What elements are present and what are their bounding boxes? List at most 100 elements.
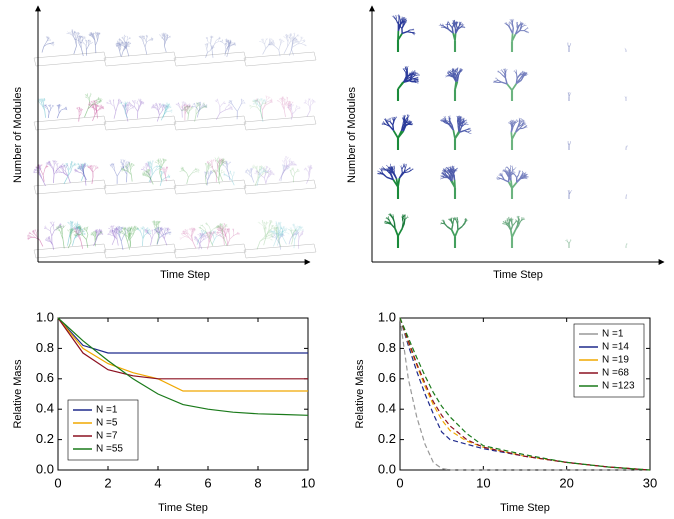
- branch: [95, 46, 96, 54]
- branch: [126, 111, 127, 115]
- branch: [138, 104, 139, 107]
- branch: [198, 172, 199, 173]
- branch: [164, 167, 165, 168]
- branch: [121, 51, 123, 57]
- tree: [160, 32, 171, 52]
- tree: [38, 98, 46, 118]
- ground-plane: [174, 180, 246, 194]
- branch: [76, 37, 77, 41]
- branch: [50, 44, 52, 45]
- branch: [143, 42, 145, 47]
- tree: [66, 29, 79, 54]
- branch: [183, 103, 184, 105]
- branch: [281, 42, 283, 43]
- branch: [135, 107, 138, 111]
- branch: [228, 163, 229, 164]
- branch: [207, 51, 210, 53]
- branch: [92, 115, 94, 121]
- branch: [41, 171, 43, 175]
- branch: [51, 107, 52, 109]
- branch: [264, 178, 266, 184]
- tree: [76, 107, 82, 122]
- branch: [219, 173, 222, 181]
- branch: [121, 166, 122, 167]
- branch: [120, 42, 121, 43]
- tree: [266, 170, 274, 183]
- branch: [166, 170, 167, 172]
- branch: [234, 45, 235, 46]
- tree: [222, 161, 231, 181]
- branch: [262, 105, 265, 110]
- branch: [81, 49, 83, 56]
- branch: [71, 167, 72, 171]
- branch: [84, 37, 85, 39]
- branch: [68, 237, 70, 246]
- branch: [120, 47, 121, 51]
- branch: [254, 173, 255, 174]
- branch: [301, 42, 303, 44]
- branch: [166, 103, 167, 104]
- branch: [144, 36, 145, 37]
- tree: [249, 99, 266, 119]
- branch: [159, 111, 162, 115]
- branch: [206, 177, 208, 180]
- branch: [98, 37, 99, 41]
- tree: [223, 171, 234, 186]
- branch: [288, 38, 289, 41]
- branch: [145, 47, 147, 54]
- branch: [116, 107, 117, 112]
- tree: [42, 36, 54, 52]
- tree: [116, 35, 131, 57]
- branch: [120, 169, 122, 172]
- branch: [310, 100, 311, 103]
- branch: [86, 240, 87, 248]
- branch: [120, 51, 121, 56]
- branch: [97, 111, 98, 118]
- branch: [302, 44, 304, 45]
- branch: [49, 110, 51, 113]
- branch: [309, 172, 310, 177]
- ground-plane: [244, 116, 316, 130]
- branch: [152, 162, 153, 165]
- branch: [275, 47, 278, 50]
- branch: [64, 176, 68, 184]
- branch: [225, 45, 226, 49]
- branch: [59, 110, 61, 113]
- tree: [290, 167, 300, 182]
- branch: [294, 171, 295, 174]
- tree: [106, 99, 122, 119]
- branch: [267, 96, 268, 98]
- branch: [222, 164, 225, 165]
- branch: [95, 34, 96, 37]
- branch: [198, 171, 199, 172]
- branch: [205, 177, 206, 185]
- branch: [127, 49, 129, 56]
- branch: [68, 168, 70, 171]
- branch: [284, 37, 286, 38]
- branch: [152, 167, 154, 169]
- tree: [122, 104, 133, 121]
- branch: [122, 171, 123, 172]
- branch: [122, 104, 123, 106]
- branch: [165, 168, 166, 170]
- tree: [89, 32, 101, 54]
- branch: [115, 171, 117, 176]
- tree: [304, 98, 316, 117]
- branch: [270, 38, 271, 39]
- branch: [182, 102, 183, 103]
- branch: [124, 102, 125, 103]
- branch: [77, 32, 78, 34]
- branch: [233, 174, 234, 176]
- branch: [220, 110, 225, 113]
- branch: [157, 163, 159, 165]
- branch: [54, 165, 55, 169]
- branch: [261, 175, 265, 178]
- branch: [284, 104, 285, 109]
- branch: [125, 36, 126, 37]
- branch: [92, 177, 93, 184]
- branch: [152, 171, 155, 175]
- branch: [57, 113, 59, 118]
- branch: [237, 107, 240, 112]
- branch: [279, 99, 280, 100]
